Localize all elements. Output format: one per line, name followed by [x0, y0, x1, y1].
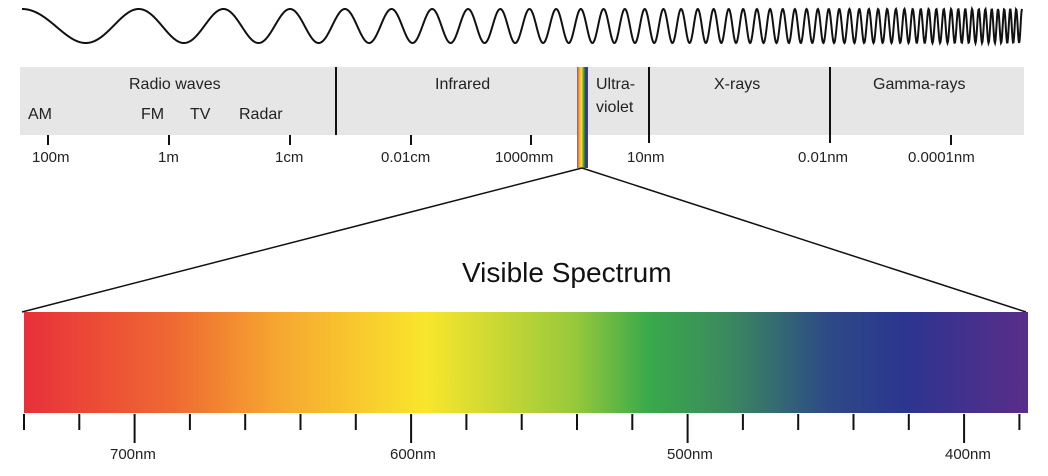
visible-ticks — [23, 414, 1021, 443]
sub-band-label-radar: Radar — [239, 106, 283, 123]
band-label-xrays: X-rays — [714, 76, 761, 93]
sub-band-label-fm: FM — [141, 106, 165, 123]
scale-label: 0.01cm — [381, 149, 431, 166]
visible-label: 700nm — [110, 446, 156, 463]
band-label-ultraviolet-2: violet — [596, 99, 634, 116]
visible-stripe — [577, 67, 588, 168]
wave-icon — [22, 5, 1023, 47]
band-label-gamma: Gamma-rays — [873, 76, 966, 93]
zoom-line-right — [581, 167, 1027, 313]
visible-label: 400nm — [945, 446, 991, 463]
scale-ticks — [47, 135, 952, 145]
scale-label: 1000mm — [495, 149, 554, 166]
scale-label: 0.01nm — [798, 149, 849, 166]
band-background — [20, 67, 1024, 135]
scale-label: 0.0001nm — [908, 149, 975, 166]
sub-band-label-am: AM — [28, 106, 52, 123]
sub-band-label-tv: TV — [190, 106, 211, 123]
visible-spectrum-bar — [24, 312, 1028, 413]
visible-label: 600nm — [390, 446, 436, 463]
scale-label: 10nm — [627, 149, 665, 166]
scale-label: 1m — [158, 149, 179, 166]
visible-spectrum-title: Visible Spectrum — [462, 257, 672, 288]
scale-label: 100m — [32, 149, 70, 166]
zoom-line-left — [21, 167, 583, 313]
band-label-radio: Radio waves — [129, 76, 221, 93]
scale-label: 1cm — [275, 149, 304, 166]
band-label-infrared: Infrared — [435, 76, 491, 93]
visible-label: 500nm — [667, 446, 713, 463]
band-label-ultraviolet-1: Ultra- — [596, 76, 636, 93]
